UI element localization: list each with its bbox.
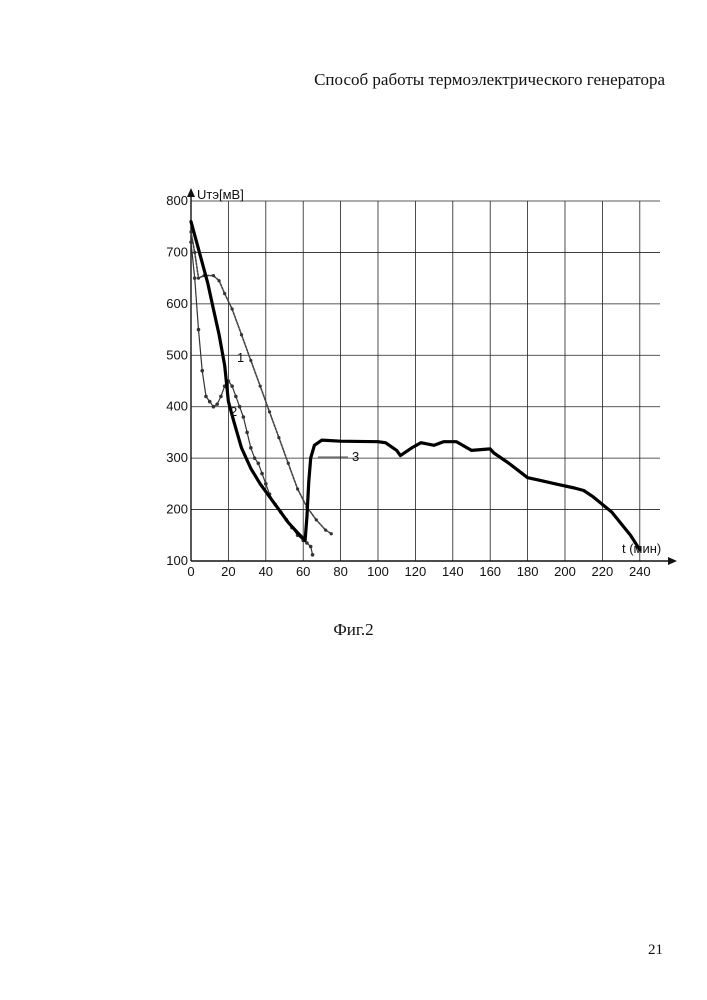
data-point — [268, 410, 271, 413]
y-tick-label: 200 — [166, 502, 188, 517]
figure-caption: Фиг.2 — [0, 620, 707, 640]
y-tick-label: 400 — [166, 399, 188, 414]
page-number: 21 — [648, 942, 663, 959]
series-1 — [189, 230, 332, 535]
data-point — [264, 482, 268, 486]
x-tick-label: 0 — [187, 564, 194, 579]
y-axis-label: Uтэ[мВ] — [197, 187, 244, 202]
data-point — [287, 462, 290, 465]
chart-plot: 0 20 40 60 80 100 120 140 160 180 200 220 240 100 200 3… — [0, 0, 707, 600]
curve-label-2: 2 — [230, 404, 237, 419]
data-point — [240, 333, 243, 336]
series-line-1 — [191, 232, 331, 534]
data-point — [197, 277, 200, 280]
y-tick-label: 100 — [166, 553, 188, 568]
x-axis-arrow — [668, 557, 677, 565]
y-tick-label: 700 — [166, 244, 188, 259]
data-point — [315, 518, 318, 521]
data-point — [219, 395, 223, 399]
x-tick-label: 180 — [517, 564, 539, 579]
x-tick-label: 240 — [629, 564, 651, 579]
data-point — [212, 405, 216, 409]
data-point — [324, 529, 327, 532]
data-point — [249, 359, 252, 362]
data-point — [234, 395, 238, 399]
data-point — [249, 446, 253, 450]
y-tick-label: 800 — [166, 193, 188, 208]
data-point — [212, 274, 215, 277]
data-point — [296, 487, 299, 490]
data-point — [230, 384, 234, 388]
y-tick-label: 500 — [166, 347, 188, 362]
x-tick-label: 60 — [296, 564, 310, 579]
data-point — [257, 461, 261, 465]
labels: 0 20 40 60 80 100 120 140 160 180 200 220 240 100 200 3… — [166, 187, 661, 579]
data-point — [277, 436, 280, 439]
x-tick-label: 220 — [592, 564, 614, 579]
data-point — [238, 405, 242, 409]
data-point — [231, 307, 234, 310]
data-point — [309, 545, 313, 549]
x-tick-label: 140 — [442, 564, 464, 579]
data-point — [189, 240, 193, 244]
data-point — [215, 402, 219, 406]
data-point — [204, 395, 208, 399]
y-tick-label: 600 — [166, 296, 188, 311]
x-tick-label: 200 — [554, 564, 576, 579]
data-point — [193, 276, 197, 280]
x-tick-label: 100 — [367, 564, 389, 579]
data-point — [193, 251, 196, 254]
grid — [191, 201, 660, 561]
data-point — [200, 369, 204, 373]
data-point — [311, 553, 315, 557]
curve-label-3: 3 — [352, 449, 359, 464]
y-axis-arrow — [187, 188, 195, 197]
data-point — [208, 400, 212, 404]
data-point — [260, 472, 264, 476]
data-point — [223, 292, 226, 295]
x-tick-label: 20 — [221, 564, 235, 579]
curve-label-1: 1 — [237, 350, 244, 365]
data-point — [245, 431, 249, 435]
axes — [187, 188, 677, 565]
series-group — [189, 222, 640, 557]
data-point — [242, 415, 246, 419]
x-tick-label: 160 — [479, 564, 501, 579]
x-tick-label: 120 — [405, 564, 427, 579]
y-tick-label: 300 — [166, 450, 188, 465]
x-tick-label: 80 — [333, 564, 347, 579]
data-point — [253, 456, 257, 460]
data-point — [217, 279, 220, 282]
data-point — [330, 532, 333, 535]
data-point — [197, 328, 201, 332]
x-axis-label: t (мин) — [622, 541, 661, 556]
data-point — [259, 385, 262, 388]
x-tick-label: 40 — [259, 564, 273, 579]
